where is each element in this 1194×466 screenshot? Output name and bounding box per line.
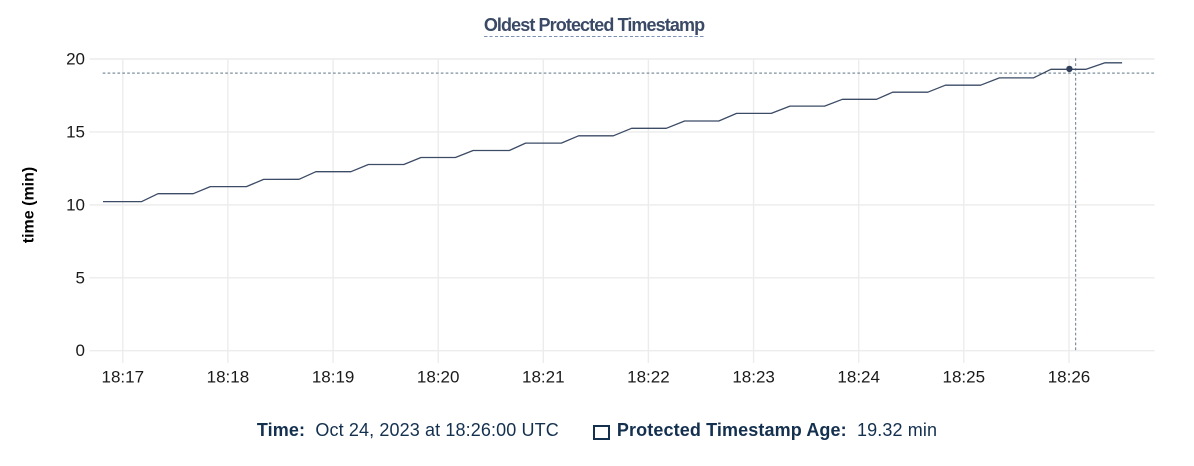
svg-text:18:23: 18:23	[732, 368, 775, 387]
svg-text:18:21: 18:21	[522, 368, 565, 387]
svg-text:18:22: 18:22	[627, 368, 670, 387]
svg-text:20: 20	[66, 50, 85, 69]
svg-text:18:26: 18:26	[1048, 368, 1091, 387]
svg-text:18:17: 18:17	[102, 368, 145, 387]
svg-text:18:24: 18:24	[837, 368, 880, 387]
svg-text:18:25: 18:25	[943, 368, 986, 387]
svg-text:0: 0	[76, 341, 85, 360]
svg-text:15: 15	[66, 122, 85, 141]
svg-text:18:18: 18:18	[207, 368, 250, 387]
svg-text:5: 5	[76, 268, 85, 287]
svg-text:18:19: 18:19	[312, 368, 355, 387]
svg-text:10: 10	[66, 195, 85, 214]
svg-text:18:20: 18:20	[417, 368, 460, 387]
svg-text:time (min): time (min)	[21, 167, 38, 243]
